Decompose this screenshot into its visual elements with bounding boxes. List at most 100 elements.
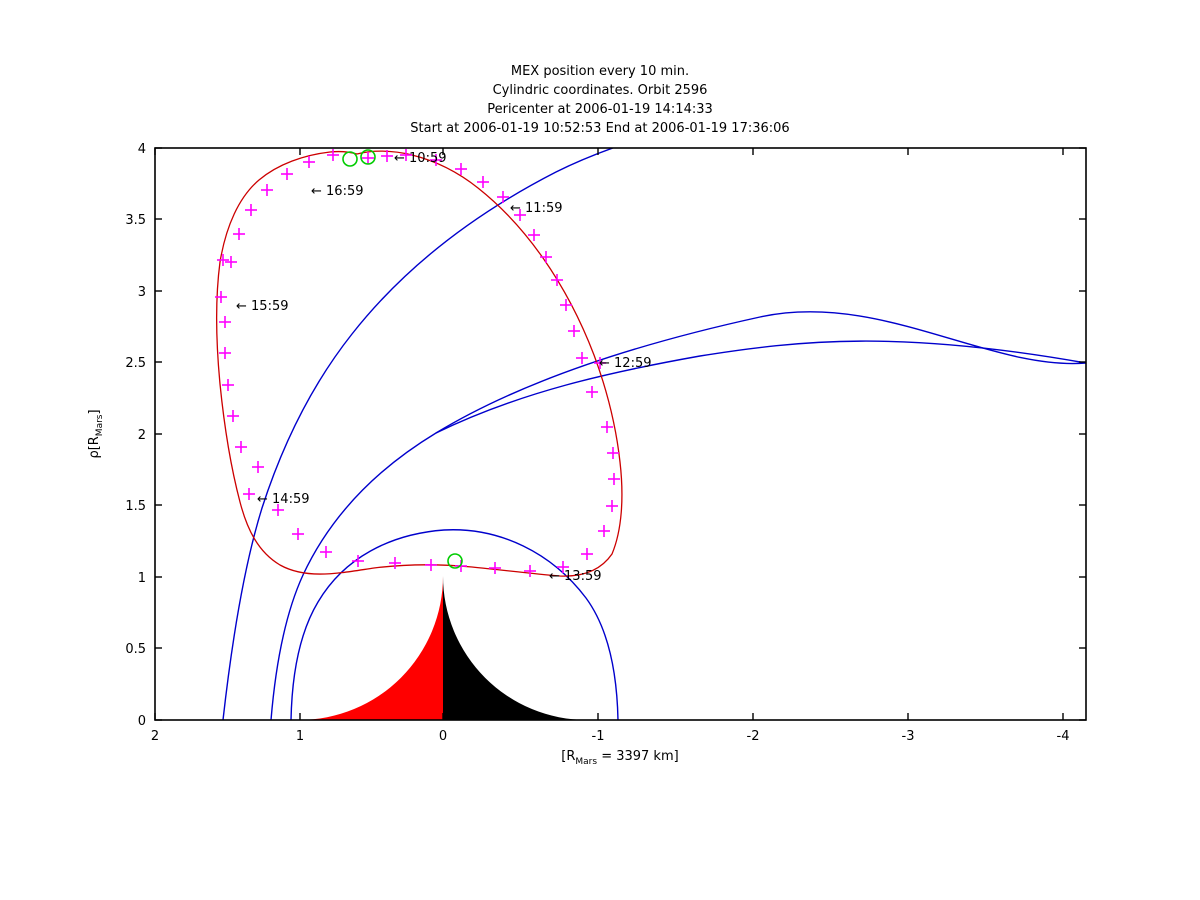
figure-title-block: MEX position every 10 min. Cylindric coo…: [0, 62, 1200, 138]
sample-marker: [425, 559, 437, 571]
mars-dayside: [299, 576, 443, 720]
x-axis-title: [RMars = 3397 km]: [561, 749, 678, 767]
x-axis-sub: Mars: [575, 757, 597, 767]
sample-marker: [477, 176, 489, 188]
plot-background: [155, 148, 1086, 720]
sample-marker: [245, 204, 257, 216]
annotation-1259: ← 12:59: [599, 356, 652, 371]
sample-marker: [455, 560, 467, 572]
title-line-4: Start at 2006-01-19 10:52:53 End at 2006…: [410, 121, 790, 136]
sample-marker: [303, 156, 315, 168]
annotation-1159: ← 11:59: [510, 201, 563, 216]
y-axis-sub: Mars: [95, 414, 105, 436]
boundary-curve-b: [270, 311, 1086, 720]
x-axis-open: [R: [561, 749, 575, 764]
sample-marker: [607, 447, 619, 459]
sample-marker: [219, 316, 231, 328]
sample-marker: [551, 274, 563, 286]
title-line-1: MEX position every 10 min.: [510, 64, 690, 79]
annotation-1559: ← 15:59: [236, 299, 289, 314]
y-tick-label: 2.5: [125, 356, 146, 371]
sample-marker: [292, 528, 304, 540]
sample-marker: [261, 184, 273, 196]
boundary-curve-b-tail: [435, 340, 1086, 434]
sample-marker: [219, 347, 231, 359]
svg-text:ρ[RMars]: ρ[RMars]: [87, 409, 105, 458]
y-tick-marks: [155, 147, 1086, 721]
y-tick-label: 1.5: [125, 499, 146, 514]
title-line-2: Cylindric coordinates. Orbit 2596: [492, 83, 708, 98]
sample-marker: [581, 548, 593, 560]
x-tick-labels: 2 1 0 -1 -2 -3 -4: [151, 729, 1070, 744]
x-tick-marks: [154, 148, 1064, 720]
sample-marker: [540, 251, 552, 263]
sample-markers-group: [215, 149, 620, 577]
sample-marker: [524, 565, 536, 577]
sample-marker: [560, 299, 572, 311]
annotation-1059: ← 10:59: [394, 151, 447, 166]
y-axis-rho: ρ[R: [87, 436, 102, 458]
y-tick-label: 0: [138, 714, 146, 729]
sample-marker: [327, 149, 339, 161]
sample-marker: [352, 555, 364, 567]
sample-marker: [272, 504, 284, 516]
y-axis-title: ρ[RMars]: [87, 409, 105, 458]
sample-marker: [608, 473, 620, 485]
y-tick-label: 1: [138, 571, 146, 586]
sample-marker: [320, 546, 332, 558]
sample-marker: [455, 163, 467, 175]
sample-marker: [222, 379, 234, 391]
svg-text:[RMars = 3397 km]: [RMars = 3397 km]: [561, 749, 678, 767]
sample-marker: [430, 154, 442, 166]
x-tick-label: -3: [902, 729, 915, 744]
y-axis-close: ]: [87, 409, 102, 414]
sample-marker: [497, 191, 509, 203]
sample-marker: [400, 149, 412, 161]
sample-marker: [215, 291, 227, 303]
sample-marker: [489, 562, 501, 574]
x-tick-label: 0: [439, 729, 447, 744]
sample-marker: [381, 150, 393, 162]
x-tick-label: -2: [747, 729, 760, 744]
x-tick-label: 1: [296, 729, 304, 744]
event-marker-pericenter: [447, 553, 463, 569]
sample-marker: [362, 152, 374, 164]
x-tick-label: -4: [1057, 729, 1070, 744]
sample-marker: [606, 500, 618, 512]
y-tick-label: 0.5: [125, 642, 146, 657]
annotation-1359: ← 13:59: [549, 569, 602, 584]
event-marker-start-2: [360, 149, 376, 165]
sample-marker: [601, 421, 613, 433]
x-axis-rest: = 3397 km]: [597, 749, 679, 764]
y-tick-label: 3.5: [125, 213, 146, 228]
ionopause-curve: [290, 529, 619, 720]
sample-marker: [576, 352, 588, 364]
boundary-curve-a: [222, 148, 615, 720]
sample-marker: [586, 386, 598, 398]
annotations-group: ← 10:59 ← 11:59 ← 12:59 ← 13:59 ← 14:59 …: [236, 151, 652, 584]
mars-nightside: [443, 576, 587, 720]
sample-marker: [217, 254, 229, 266]
sample-marker: [528, 229, 540, 241]
sample-marker: [243, 488, 255, 500]
y-tick-label: 4: [138, 142, 146, 157]
data-layer: [215, 148, 1086, 720]
sample-marker: [227, 410, 239, 422]
sample-marker: [568, 325, 580, 337]
x-tick-label: -1: [592, 729, 605, 744]
sample-marker: [281, 168, 293, 180]
sample-marker: [514, 209, 526, 221]
annotation-1659: ← 16:59: [311, 184, 364, 199]
sample-marker: [225, 256, 237, 268]
sample-marker: [233, 228, 245, 240]
title-line-3: Pericenter at 2006-01-19 14:14:33: [487, 102, 713, 117]
sample-marker: [235, 441, 247, 453]
y-tick-labels: 0 0.5 1 1.5 2 2.5 3 3.5 4: [125, 142, 146, 729]
sample-marker: [557, 561, 569, 573]
y-tick-label: 2: [138, 428, 146, 443]
event-marker-start: [342, 151, 358, 167]
sample-marker: [598, 525, 610, 537]
sample-marker: [389, 557, 401, 569]
